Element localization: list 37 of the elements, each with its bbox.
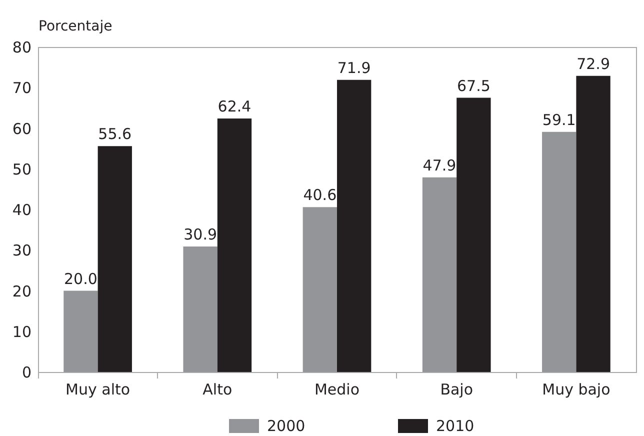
x-tick-label: Medio [314,380,360,398]
data-label: 72.9 [576,54,610,73]
bar [98,146,132,372]
data-label: 67.5 [456,76,490,95]
data-label: 47.9 [422,156,456,174]
legend-label: 2010 [436,417,474,435]
y-tick-label: 10 [12,322,32,341]
y-tick-label: 60 [12,120,32,138]
data-label: 20.0 [64,270,98,288]
data-label: 30.9 [184,225,218,244]
y-tick-label: 80 [12,38,32,56]
bar [542,132,576,372]
x-tick-label: Alto [202,380,232,398]
bar [64,290,98,372]
bar [456,98,491,372]
y-tick-label: 20 [12,282,32,300]
data-label: 62.4 [218,98,252,116]
bar [576,76,610,372]
x-tick-label: Bajo [440,380,474,398]
data-label: 55.6 [98,125,132,144]
x-tick-label: Muy alto [66,380,130,398]
y-tick-label: 40 [12,201,32,219]
data-label: 40.6 [303,186,337,204]
y-tick-label: 0 [22,364,32,382]
data-label: 71.9 [337,58,371,77]
bar [337,80,372,372]
bar [422,177,457,372]
x-tick-label: Muy bajo [542,380,610,398]
y-axis-title: Porcentaje [38,18,112,34]
data-label: 59.1 [542,110,576,129]
y-tick-label: 30 [12,242,32,260]
bar [183,246,218,372]
y-tick-label: 70 [12,79,32,98]
y-tick-label: 50 [12,160,32,178]
bar [217,118,252,372]
legend-label: 2000 [267,417,306,435]
bar [302,207,337,372]
